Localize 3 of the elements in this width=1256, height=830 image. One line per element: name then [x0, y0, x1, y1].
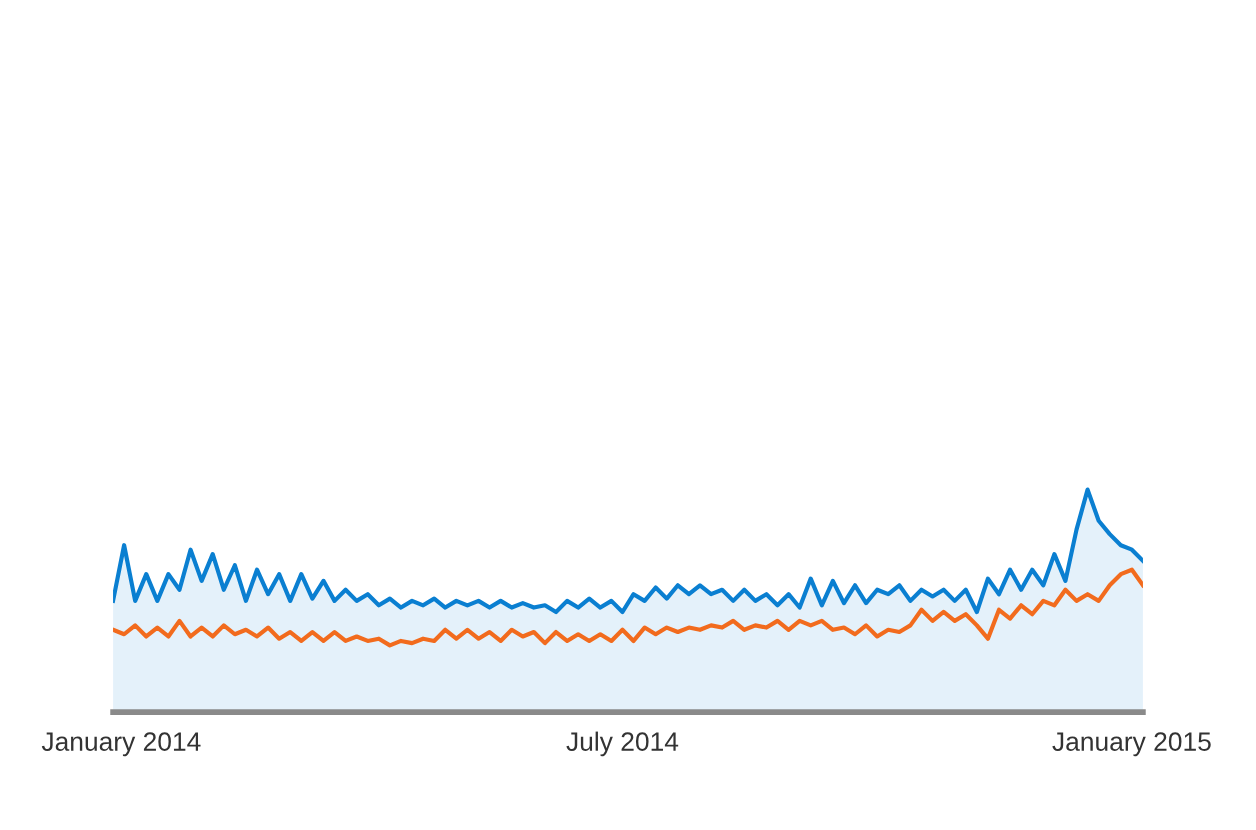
x-tick-label: January 2014 — [41, 732, 201, 757]
x-tick-label: July 2014 — [566, 731, 679, 757]
x-tick-label: January 2015 — [1052, 732, 1211, 757]
